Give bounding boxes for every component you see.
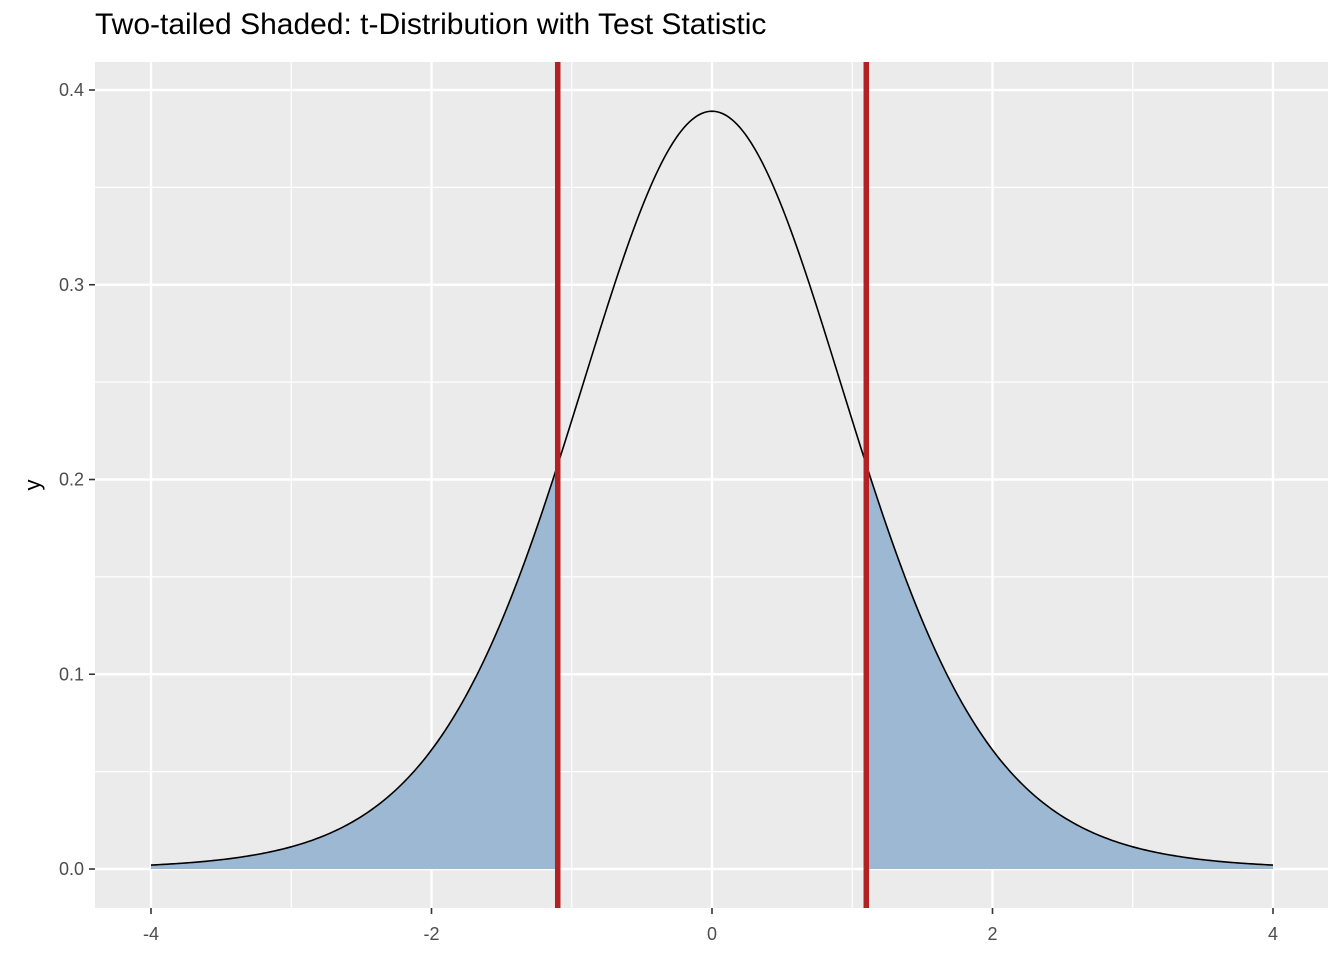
grid-major-lines: [95, 62, 1328, 908]
x-tick-label: 2: [987, 924, 997, 944]
x-tick-labels: -4 -2 0 2 4: [143, 924, 1278, 944]
right-tail-area: [866, 464, 1273, 869]
y-tick-label: 0.0: [59, 859, 84, 879]
x-tick-label: 0: [707, 924, 717, 944]
density-curve-group: [150, 110, 1274, 866]
y-tick-labels: 0.0 0.1 0.2 0.3 0.4: [59, 80, 84, 879]
y-tick-label: 0.2: [59, 470, 84, 490]
x-tick-label: -4: [143, 924, 159, 944]
y-tick-label: 0.3: [59, 275, 84, 295]
density-curve: [150, 110, 1274, 866]
y-tick-label: 0.4: [59, 80, 84, 100]
chart-title: Two-tailed Shaded: t-Distribution with T…: [95, 8, 767, 41]
x-tick-label: 4: [1268, 924, 1278, 944]
y-tick-label: 0.1: [59, 664, 84, 684]
shaded-tails: [151, 464, 1273, 869]
y-axis-title: y: [20, 480, 45, 491]
left-tail-area: [151, 464, 558, 869]
axis-ticks: [89, 89, 1274, 914]
x-tick-label: -2: [423, 924, 439, 944]
critical-lines: [554, 62, 870, 908]
